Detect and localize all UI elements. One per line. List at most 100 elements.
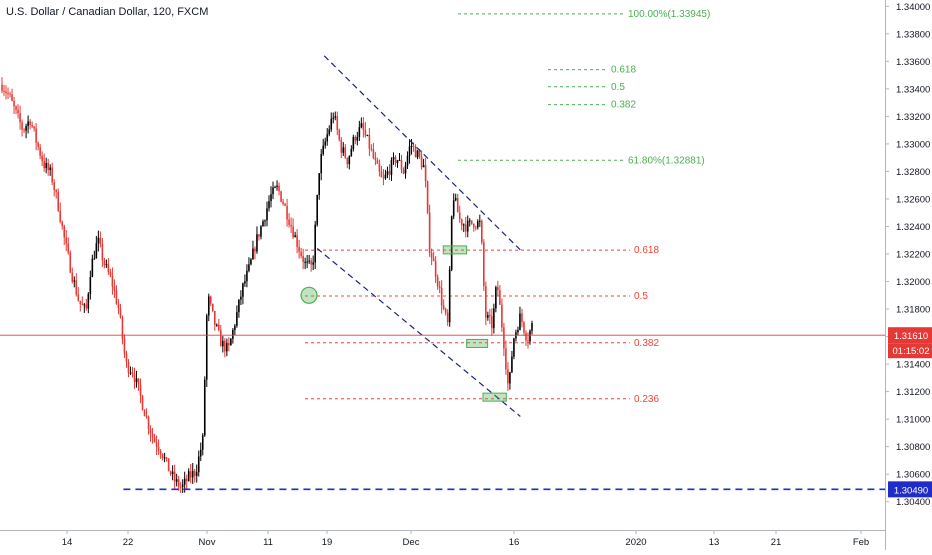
candle-body <box>256 234 258 252</box>
plot-background <box>0 0 885 530</box>
candle-body <box>47 162 49 171</box>
candle-body <box>505 348 507 370</box>
candle-body <box>5 91 7 94</box>
candle-body <box>428 212 431 253</box>
candle-body <box>314 224 316 263</box>
candle-body <box>378 163 381 172</box>
candle-body <box>276 185 278 188</box>
candle-body <box>35 128 37 143</box>
candle-body <box>232 329 234 339</box>
candle-body <box>25 126 27 131</box>
support-marker-box-0 <box>442 245 468 255</box>
time-axis-label-6: 16 <box>509 537 520 548</box>
candle-body <box>412 145 415 147</box>
candle-body <box>340 139 343 153</box>
candle-body <box>195 472 198 476</box>
candle-body <box>356 136 359 141</box>
candle-body <box>424 165 427 182</box>
candle-body <box>483 242 485 287</box>
candle-body <box>187 471 190 482</box>
current-price-tag <box>888 327 932 344</box>
candle-body <box>7 93 9 95</box>
candle-body <box>55 189 58 192</box>
candle-body <box>59 210 62 222</box>
candle-body <box>404 165 407 174</box>
candle-body <box>13 100 15 107</box>
candle-body <box>370 148 373 150</box>
fib-red-label-1: 0.5 <box>634 291 648 302</box>
candle-body <box>183 478 186 485</box>
candle-body <box>181 484 184 487</box>
candle-body <box>440 287 443 306</box>
candle-body <box>368 134 371 149</box>
candle-body <box>29 121 31 125</box>
candle-body <box>456 198 459 213</box>
candle-body <box>81 304 84 306</box>
candle-body <box>157 447 160 451</box>
candle-body <box>135 378 138 383</box>
candle-body <box>270 194 272 202</box>
fib-red-label-3: 0.236 <box>634 394 659 405</box>
candle-body <box>352 136 355 150</box>
candle-body <box>376 160 379 164</box>
candle-body <box>143 409 146 417</box>
candle-body <box>318 173 320 196</box>
candle-body <box>521 313 523 323</box>
time-axis-label-4: 19 <box>322 537 333 548</box>
candle-body <box>462 224 465 226</box>
candle-body <box>133 374 136 383</box>
candle-body <box>338 129 341 140</box>
candle-body <box>254 248 256 252</box>
candle-body <box>432 258 435 262</box>
price-axis-label-4: 1.33200 <box>896 112 930 123</box>
candle-body <box>153 437 156 443</box>
candle-body <box>103 259 106 266</box>
candle-body <box>248 264 250 271</box>
candle-body <box>328 129 331 135</box>
candle-body <box>497 287 499 291</box>
support-price-tag-value: 1.30490 <box>894 485 928 496</box>
candle-body <box>97 237 100 244</box>
pivot-marker-circle <box>300 286 318 304</box>
trendline-upper <box>323 55 521 251</box>
candle-body <box>446 312 449 323</box>
candle-body <box>472 223 475 228</box>
candle-body <box>99 237 102 244</box>
candle-body <box>262 221 264 227</box>
candle-body <box>9 93 11 95</box>
candle-body <box>464 224 467 232</box>
candle-body <box>468 220 471 222</box>
candle-body <box>280 191 282 202</box>
price-axis-label-0: 1.34000 <box>896 2 930 13</box>
candle-body <box>260 226 262 237</box>
candle-body <box>400 159 403 170</box>
candle-body <box>45 162 47 169</box>
candle-body <box>517 329 519 333</box>
candle-body <box>228 343 230 346</box>
candle-body <box>33 126 35 129</box>
candle-body <box>246 270 248 282</box>
fib-green-label-1: 0.618 <box>611 65 636 76</box>
time-axis-label-8: 13 <box>709 537 720 548</box>
candle-body <box>485 286 487 318</box>
candle-body <box>458 212 461 220</box>
fib-green-label-0: 100.00%(1.33945) <box>628 9 710 20</box>
time-axis-label-3: 11 <box>263 537 273 548</box>
candle-body <box>513 338 515 357</box>
candle-body <box>53 182 55 190</box>
candle-body <box>308 260 310 262</box>
candle-body <box>414 146 417 158</box>
candle-body <box>398 159 401 161</box>
candle-body <box>272 187 274 195</box>
candle-body <box>310 260 312 265</box>
candle-body <box>408 146 411 156</box>
candle-body <box>507 369 509 384</box>
candle-body <box>189 471 192 478</box>
price-axis-label-10: 1.32000 <box>896 277 930 288</box>
candle-body <box>101 243 104 260</box>
candle-body <box>175 479 178 482</box>
candle-body <box>527 340 529 342</box>
candle-body <box>380 171 383 178</box>
